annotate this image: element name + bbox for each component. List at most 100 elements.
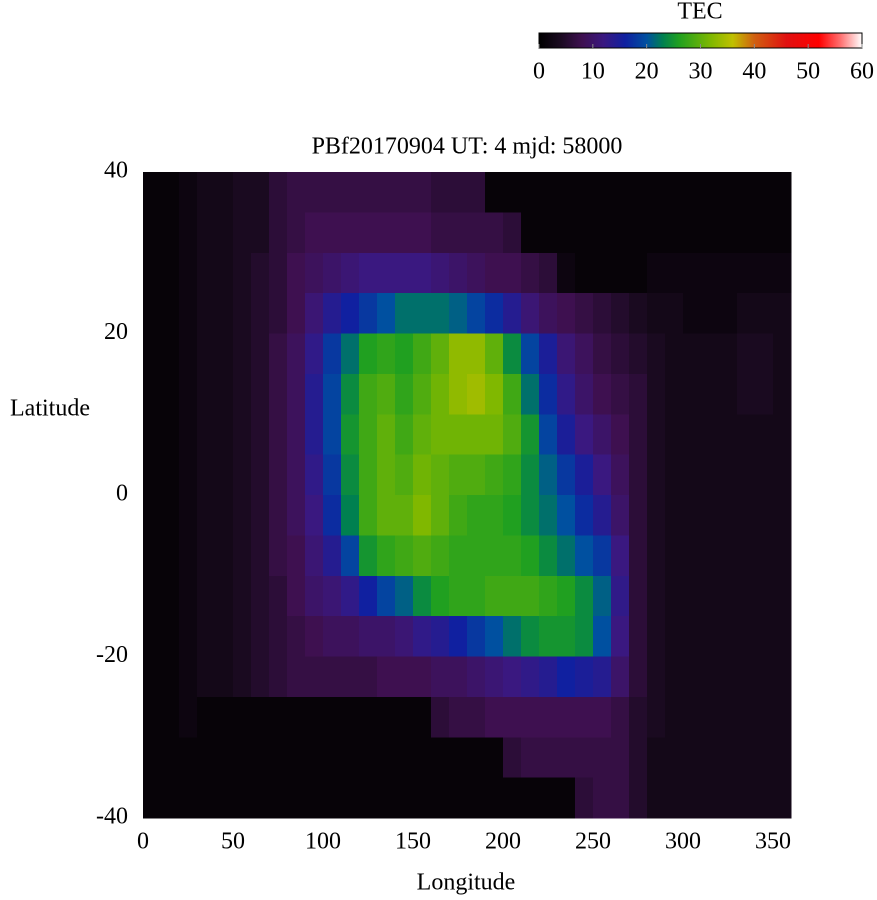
heat-cell (539, 454, 558, 496)
heat-cell (287, 212, 306, 254)
heat-cell (755, 172, 774, 213)
heat-cell (287, 696, 306, 738)
heat-cell (557, 172, 576, 213)
heat-cell (323, 535, 342, 577)
heat-cell (539, 575, 558, 617)
heat-cell (197, 575, 216, 617)
heat-cell (161, 293, 180, 334)
heat-cell (215, 373, 234, 415)
heat-cell (575, 212, 594, 254)
heat-cell (449, 656, 468, 698)
heat-cell (773, 252, 792, 294)
heat-cell (233, 575, 252, 617)
heat-cell (395, 172, 414, 213)
heat-cell (719, 616, 738, 657)
heat-cell (593, 535, 612, 577)
heat-cell (611, 696, 630, 738)
heat-cell (701, 373, 720, 415)
heat-cell (233, 414, 252, 456)
heat-cell (665, 454, 684, 496)
heat-cell (431, 777, 450, 819)
heat-cell (431, 696, 450, 738)
heat-cell (593, 293, 612, 334)
heat-cell (431, 212, 450, 254)
heat-cell (611, 656, 630, 698)
heat-cell (287, 656, 306, 698)
heat-cell (179, 414, 198, 456)
heat-cell (341, 535, 360, 577)
heat-cell (431, 172, 450, 213)
heat-cell (575, 616, 594, 657)
heat-cell (197, 737, 216, 779)
heat-cell (287, 737, 306, 779)
heat-cell (647, 454, 666, 496)
heat-cell (629, 575, 648, 617)
heat-cell (467, 575, 486, 617)
heat-cell (197, 293, 216, 334)
heat-cell (683, 696, 702, 738)
heat-cell (521, 414, 540, 456)
heat-cell (197, 495, 216, 536)
heat-cell (611, 777, 630, 819)
heat-cell (503, 696, 522, 738)
heat-cell (305, 172, 324, 213)
heat-cell (305, 373, 324, 415)
heat-cell (359, 333, 378, 375)
heat-cell (161, 535, 180, 577)
heat-cell (521, 575, 540, 617)
heat-cell (269, 454, 288, 496)
heat-cell (305, 212, 324, 254)
heat-cell (521, 333, 540, 375)
heat-cell (773, 737, 792, 779)
x-tick-label: 200 (485, 829, 521, 855)
heat-cell (269, 414, 288, 456)
heat-cell (215, 172, 234, 213)
heat-cell (755, 333, 774, 375)
heat-cell (431, 535, 450, 577)
heat-cell (359, 737, 378, 779)
heat-cell (485, 495, 504, 536)
heat-cell (701, 535, 720, 577)
heat-cell (413, 373, 432, 415)
heat-cell (215, 737, 234, 779)
heat-cell (737, 333, 756, 375)
heat-cell (557, 696, 576, 738)
heat-cell (215, 696, 234, 738)
heat-cell (341, 414, 360, 456)
heat-cell (161, 333, 180, 375)
heat-cell (233, 495, 252, 536)
heat-cell (143, 454, 162, 496)
heat-cell (683, 333, 702, 375)
heat-cell (269, 373, 288, 415)
heat-cell (683, 656, 702, 698)
heat-cell (665, 333, 684, 375)
heat-cell (503, 454, 522, 496)
heat-cell (179, 575, 198, 617)
heat-cell (215, 616, 234, 657)
heat-cell (359, 656, 378, 698)
heat-cell (269, 535, 288, 577)
heat-cell (449, 696, 468, 738)
heat-cell (251, 454, 270, 496)
heat-cell (629, 535, 648, 577)
heat-cell (593, 737, 612, 779)
heat-cell (575, 454, 594, 496)
heat-cell (611, 373, 630, 415)
heat-cell (341, 212, 360, 254)
heat-cell (647, 777, 666, 819)
heat-cell (755, 293, 774, 334)
heat-cell (683, 777, 702, 819)
heat-cell (485, 616, 504, 657)
heat-cell (665, 535, 684, 577)
heat-cell (395, 454, 414, 496)
heat-cell (143, 777, 162, 819)
heat-cell (413, 696, 432, 738)
heat-cell (251, 616, 270, 657)
heat-cell (359, 172, 378, 213)
heat-cell (593, 656, 612, 698)
heat-cell (431, 333, 450, 375)
heat-cell (377, 293, 396, 334)
heat-cell (413, 656, 432, 698)
heat-cell (467, 373, 486, 415)
heat-cell (737, 172, 756, 213)
